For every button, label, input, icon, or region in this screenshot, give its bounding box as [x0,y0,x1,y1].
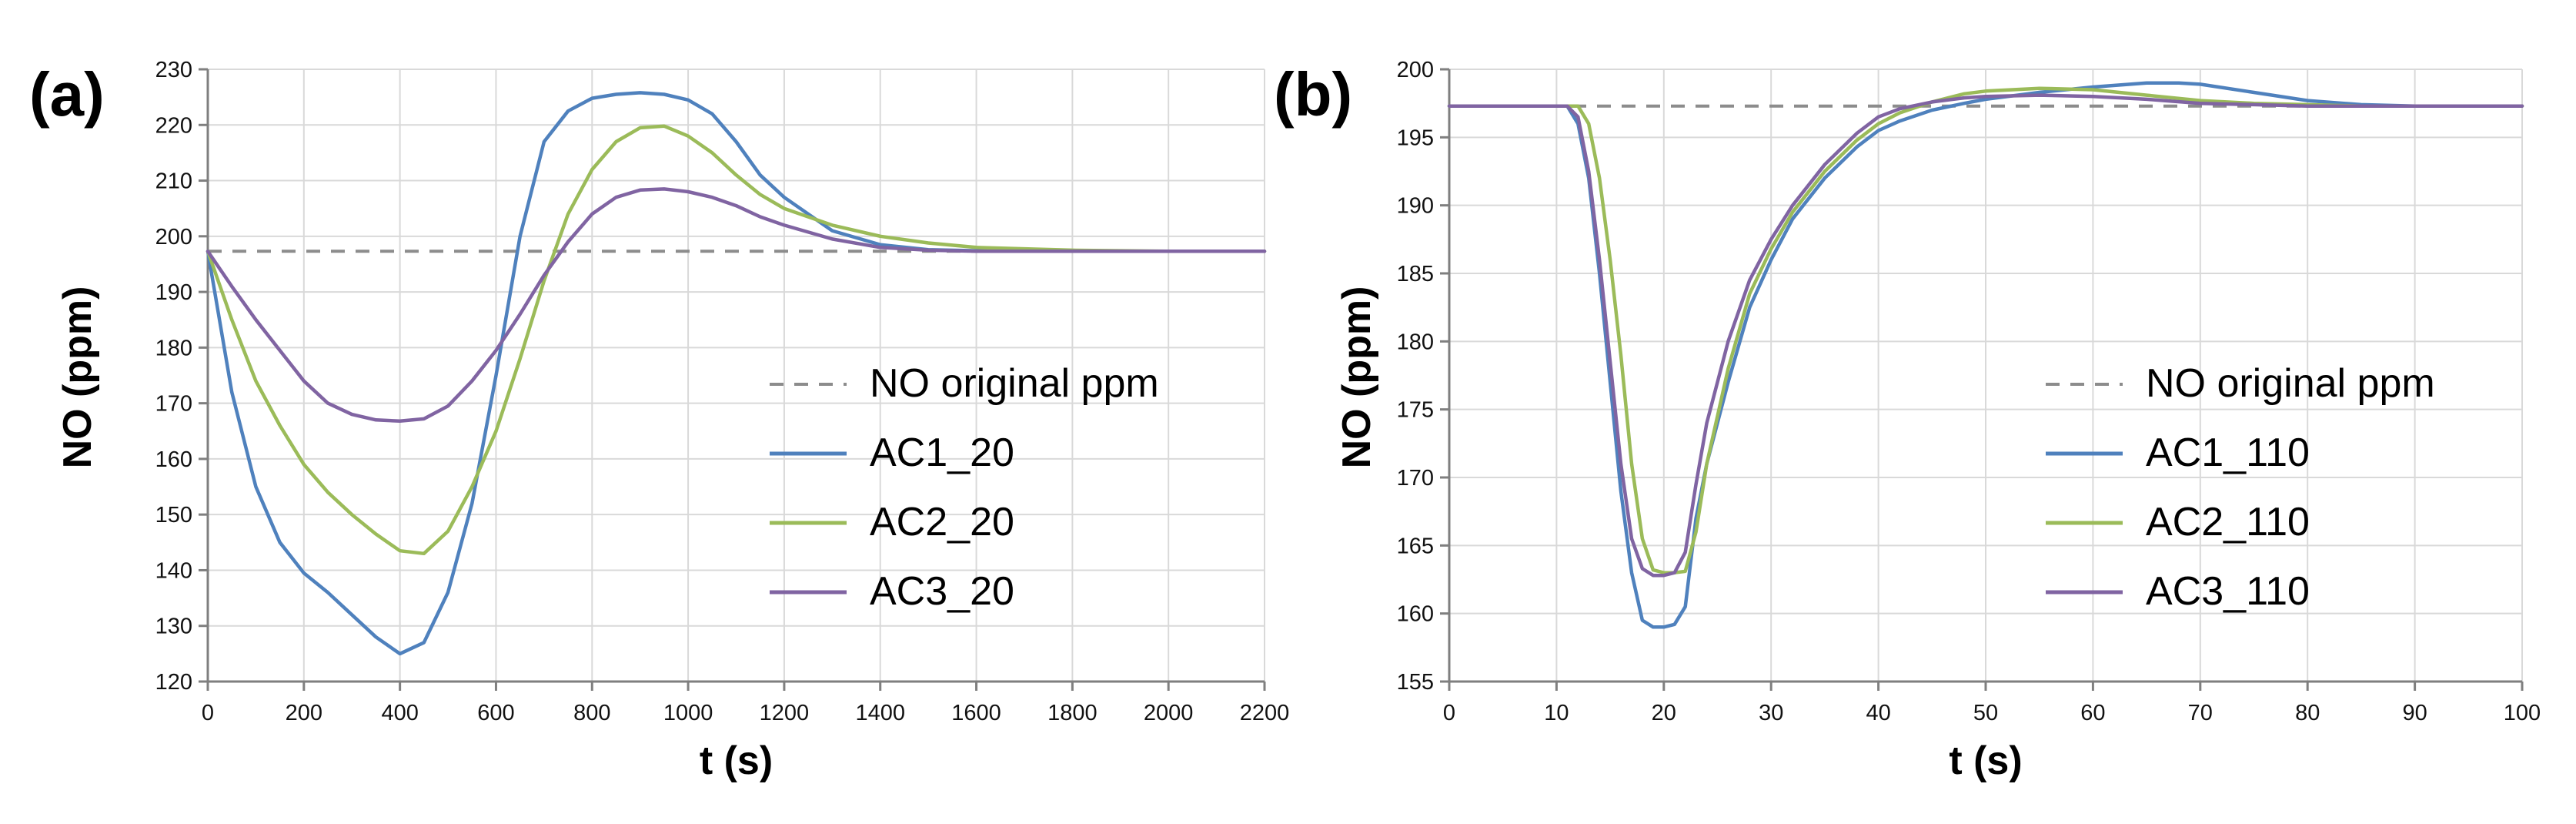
y-tick-label: 210 [155,169,192,194]
y-axis-label: NO (ppm) [55,286,100,469]
x-tick-label: 200 [286,701,322,725]
panel-label: (b) [1274,60,1352,129]
x-tick-label: 10 [1544,701,1569,725]
x-tick-label: 20 [1652,701,1676,725]
legend-label-no-original-ppm: NO original ppm [870,361,1159,406]
x-tick-label: 1600 [951,701,1001,725]
x-tick-label: 600 [477,701,514,725]
x-axis-label: t (s) [1949,739,2022,783]
x-tick-label: 800 [573,701,610,725]
y-tick-label: 195 [1397,126,1434,150]
series-line-ac2-20 [205,124,1267,556]
legend [770,383,847,595]
y-axis-label: NO (ppm) [1335,286,1379,469]
x-tick-label: 60 [2080,701,2105,725]
legend-label-ac2-20: AC2_20 [870,500,1014,544]
chart-panel-a [199,68,1267,691]
y-tick-label: 200 [1397,58,1434,82]
x-tick-label: 100 [2504,701,2541,725]
x-tick-label: 0 [202,701,214,725]
x-axis-label: t (s) [700,739,773,783]
y-tick-label: 155 [1397,670,1434,695]
x-tick-label: 80 [2295,701,2320,725]
series-line-ac2-110 [1447,86,2524,574]
y-tick-label: 230 [155,58,192,82]
x-tick-label: 400 [381,701,418,725]
x-tick-label: 1200 [760,701,810,725]
series-line-ac3-110 [1447,93,2524,578]
y-tick-label: 160 [155,447,192,472]
y-tick-label: 185 [1397,262,1434,286]
legend-label-ac3-110: AC3_110 [2146,569,2310,614]
y-tick-label: 130 [155,615,192,639]
legend-label-ac2-110: AC2_110 [2146,500,2310,544]
x-tick-label: 40 [1866,701,1890,725]
x-tick-label: 1800 [1047,701,1098,725]
y-tick-label: 175 [1397,398,1434,423]
y-tick-label: 160 [1397,602,1434,627]
legend-label-ac1-20: AC1_20 [870,430,1014,475]
x-tick-label: 30 [1759,701,1783,725]
series-line-ac1-20 [205,91,1267,656]
chart-panel-b [1440,68,2524,691]
y-tick-label: 180 [155,336,192,360]
x-tick-label: 70 [2188,701,2213,725]
series-line-ac3-20 [205,187,1267,424]
x-tick-label: 1000 [663,701,713,725]
legend-label-no-original-ppm: NO original ppm [2146,361,2435,406]
legend-label-ac1-110: AC1_110 [2146,430,2310,475]
series-line-ac1-110 [1447,81,2524,629]
panel-label: (a) [29,60,105,129]
y-tick-label: 150 [155,503,192,528]
y-tick-label: 220 [155,113,192,138]
x-tick-label: 1400 [855,701,905,725]
x-tick-label: 90 [2402,701,2427,725]
y-tick-label: 200 [155,225,192,250]
y-tick-label: 140 [155,558,192,583]
x-tick-label: 2000 [1144,701,1194,725]
x-tick-label: 0 [1443,701,1455,725]
y-tick-label: 170 [155,392,192,417]
x-tick-label: 2200 [1240,701,1290,725]
x-tick-label: 50 [1973,701,1998,725]
y-tick-label: 120 [155,670,192,695]
legend-label-ac3-20: AC3_20 [870,569,1014,614]
legend [2046,383,2123,595]
y-tick-label: 180 [1397,330,1434,354]
y-tick-label: 165 [1397,534,1434,558]
y-tick-label: 170 [1397,466,1434,491]
y-tick-label: 190 [155,280,192,305]
y-tick-label: 190 [1397,194,1434,219]
